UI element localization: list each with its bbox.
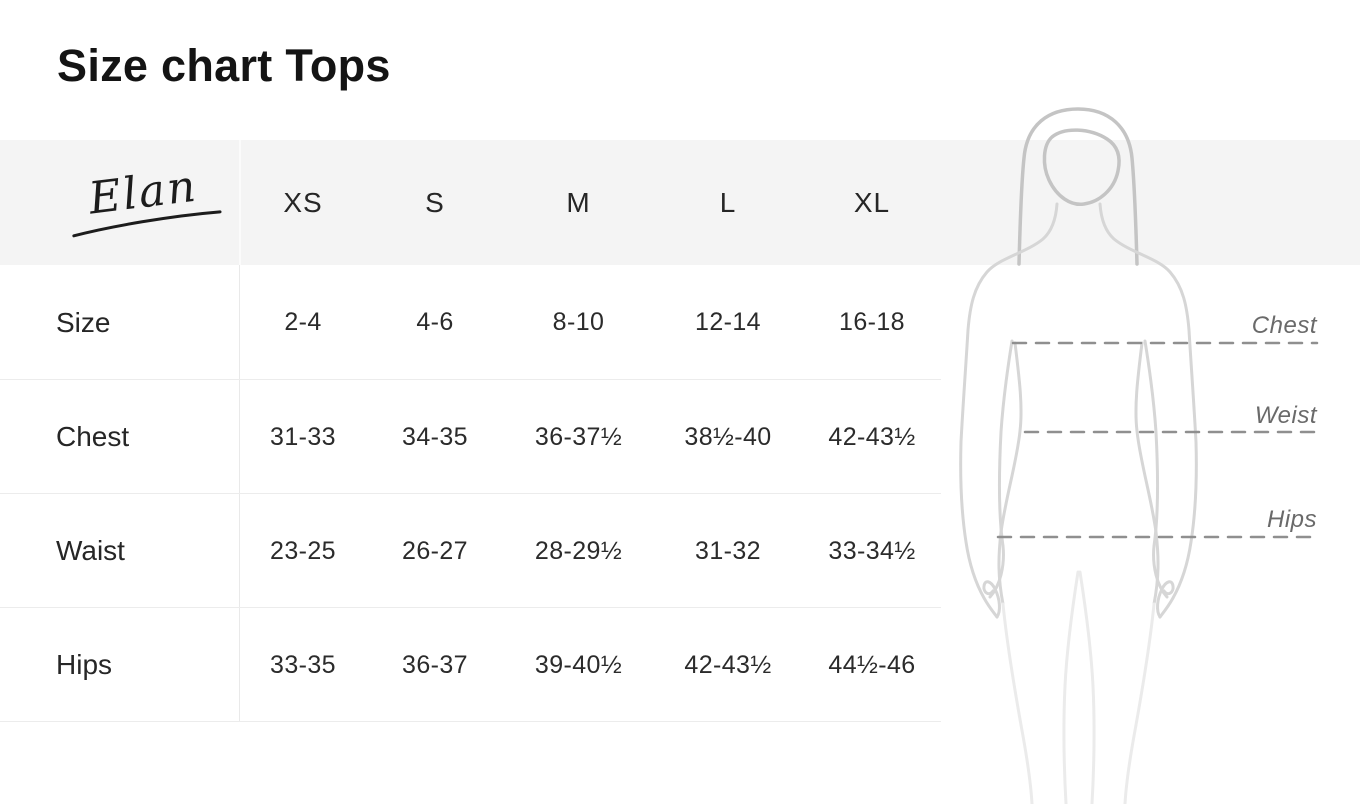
cell-size-xs: 2-4 (284, 308, 322, 336)
cell-waist-s: 26-27 (402, 536, 468, 565)
row-label-size: Size (56, 306, 111, 338)
cell-size-xl: 16-18 (839, 308, 905, 336)
cell-hips-xs: 33-35 (270, 650, 336, 679)
column-header-xs: XS (283, 186, 323, 218)
figure-label-weist: Weist (1254, 402, 1317, 429)
cell-size-l: 12-14 (695, 308, 761, 336)
size-chart-table: Elan XS S M L XL Size 2-4 4-6 8-10 12-14… (0, 140, 941, 722)
column-header-l: L (719, 186, 737, 218)
cell-chest-xl: 42-43½ (828, 422, 916, 451)
row-label-waist: Waist (56, 535, 125, 566)
female-silhouette-illustration (959, 107, 1319, 804)
cell-size-s: 4-6 (416, 308, 454, 336)
cell-size-m: 8-10 (552, 308, 605, 336)
cell-waist-xl: 33-34½ (828, 536, 916, 565)
brand-logo: Elan (65, 160, 223, 237)
column-header-m: M (566, 186, 591, 218)
row-separator (0, 721, 941, 722)
column-header-xl: XL (853, 186, 891, 218)
cell-hips-l: 42-43½ (684, 650, 772, 679)
page-title: Size chart Tops (57, 40, 391, 91)
figure-label-chest: Chest (1251, 312, 1317, 339)
figure-label-hips: Hips (1266, 506, 1317, 533)
cell-chest-xs: 31-33 (270, 422, 336, 451)
logo-underline-flourish (72, 209, 222, 237)
row-separator (0, 607, 941, 608)
cell-chest-s: 34-35 (402, 422, 468, 451)
cell-waist-xs: 23-25 (270, 536, 336, 565)
cell-chest-m: 36-37½ (534, 422, 623, 451)
silhouette-head (1017, 107, 1139, 266)
cell-hips-m: 39-40½ (534, 650, 623, 679)
column-header-s: S (425, 186, 445, 218)
cell-chest-l: 38½-40 (684, 422, 772, 451)
cell-hips-xl: 44½-46 (828, 650, 916, 679)
row-label-chest: Chest (56, 421, 130, 452)
silhouette-legs (1001, 570, 1156, 804)
cell-hips-s: 36-37 (402, 650, 468, 679)
silhouette-upper-body (959, 202, 1198, 619)
row-label-hips: Hips (56, 649, 113, 680)
brand-logo-cell: Elan (0, 140, 240, 265)
row-separator (0, 379, 941, 380)
measurement-lines (996, 341, 1319, 539)
column-divider-band (239, 140, 241, 265)
row-separator (0, 493, 941, 494)
cell-waist-m: 28-29½ (534, 536, 623, 565)
cell-waist-l: 31-32 (695, 536, 761, 565)
